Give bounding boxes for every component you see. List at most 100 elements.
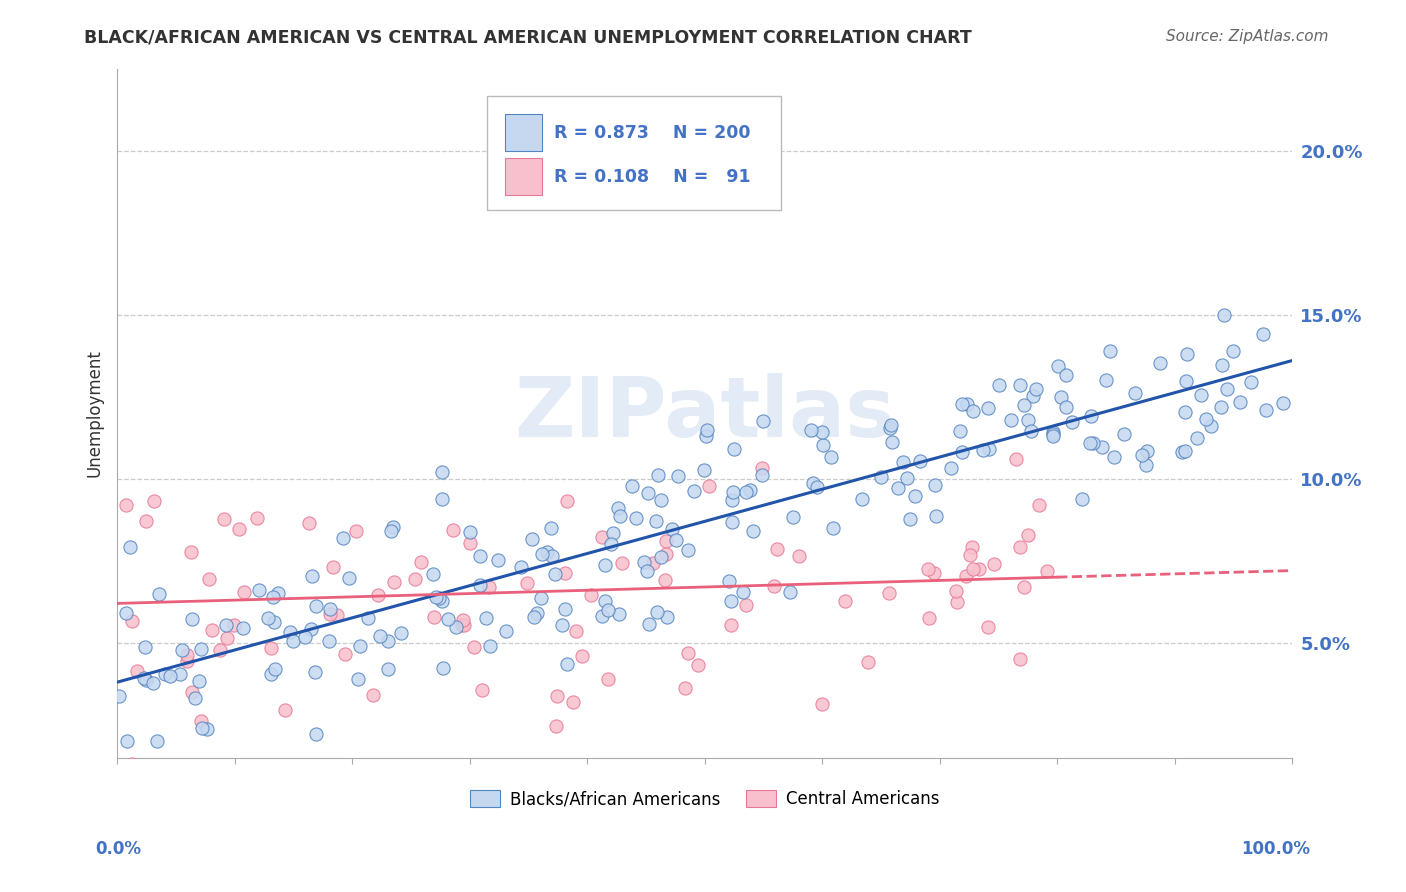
Text: 100.0%: 100.0%	[1241, 840, 1310, 858]
Point	[766, 541, 789, 556]
Point	[176, 654, 198, 668]
Point	[891, 455, 914, 469]
Point	[877, 586, 900, 600]
Point	[209, 642, 232, 657]
Point	[478, 580, 501, 594]
Point	[367, 588, 389, 602]
Point	[1028, 498, 1050, 512]
Point	[478, 640, 501, 654]
Point	[509, 560, 531, 574]
Point	[562, 695, 585, 709]
Point	[676, 542, 699, 557]
Point	[718, 574, 741, 588]
Point	[333, 647, 356, 661]
Point	[742, 524, 765, 538]
Point	[922, 566, 945, 581]
Point	[751, 461, 773, 475]
Point	[571, 649, 593, 664]
Point	[1222, 343, 1244, 358]
Point	[602, 525, 624, 540]
Point	[939, 460, 962, 475]
Point	[332, 532, 354, 546]
Point	[260, 667, 283, 681]
Point	[1050, 390, 1073, 404]
Point	[555, 657, 578, 672]
Point	[834, 594, 856, 608]
Point	[596, 672, 619, 686]
Point	[924, 477, 946, 491]
Point	[121, 614, 143, 628]
Point	[811, 438, 834, 452]
Point	[977, 401, 1000, 415]
Point	[1062, 415, 1084, 429]
Point	[800, 424, 823, 438]
Point	[191, 721, 214, 735]
Point	[187, 674, 209, 689]
Point	[806, 480, 828, 494]
Point	[495, 624, 517, 638]
Point	[1102, 450, 1125, 464]
Point	[1081, 436, 1104, 450]
Point	[1099, 344, 1122, 359]
Point	[987, 377, 1010, 392]
Point	[579, 588, 602, 602]
Point	[530, 591, 553, 605]
Point	[377, 634, 399, 648]
Point	[409, 555, 432, 569]
Text: ZIPatlas: ZIPatlas	[515, 373, 896, 453]
Point	[1005, 451, 1028, 466]
Point	[201, 623, 224, 637]
Point	[118, 541, 141, 555]
Point	[453, 613, 475, 627]
Point	[468, 549, 491, 563]
Point	[654, 574, 676, 588]
Point	[301, 569, 323, 583]
Point	[135, 514, 157, 528]
Point	[1094, 373, 1116, 387]
Point	[451, 617, 474, 632]
Point	[1212, 308, 1234, 322]
Point	[721, 493, 744, 508]
Point	[453, 618, 475, 632]
Point	[425, 591, 447, 605]
Point	[734, 485, 756, 500]
Point	[159, 669, 181, 683]
FancyBboxPatch shape	[505, 114, 543, 152]
Point	[593, 558, 616, 572]
Point	[1174, 405, 1197, 419]
Point	[908, 454, 931, 468]
Point	[1012, 398, 1035, 412]
Point	[723, 442, 745, 457]
Point	[1025, 382, 1047, 396]
Point	[299, 622, 322, 636]
Point	[444, 620, 467, 634]
Point	[1021, 424, 1043, 438]
Point	[536, 545, 558, 559]
Point	[180, 684, 202, 698]
Point	[665, 533, 688, 547]
Point	[228, 523, 250, 537]
Point	[650, 549, 672, 564]
Point	[1251, 326, 1274, 341]
Point	[145, 734, 167, 748]
Point	[382, 519, 405, 533]
Point	[305, 726, 328, 740]
Point	[1054, 401, 1077, 415]
Point	[945, 584, 967, 599]
Point	[762, 579, 785, 593]
Point	[190, 714, 212, 728]
Y-axis label: Unemployment: Unemployment	[86, 349, 103, 477]
Point	[636, 564, 658, 578]
Point	[430, 594, 453, 608]
Point	[967, 562, 990, 576]
Point	[319, 602, 342, 616]
Point	[879, 420, 901, 434]
Point	[520, 533, 543, 547]
Point	[1078, 436, 1101, 450]
Point	[1175, 346, 1198, 360]
Point	[688, 657, 710, 672]
Point	[1132, 448, 1154, 462]
Point	[180, 545, 202, 559]
Point	[1209, 400, 1232, 414]
FancyBboxPatch shape	[505, 158, 543, 195]
